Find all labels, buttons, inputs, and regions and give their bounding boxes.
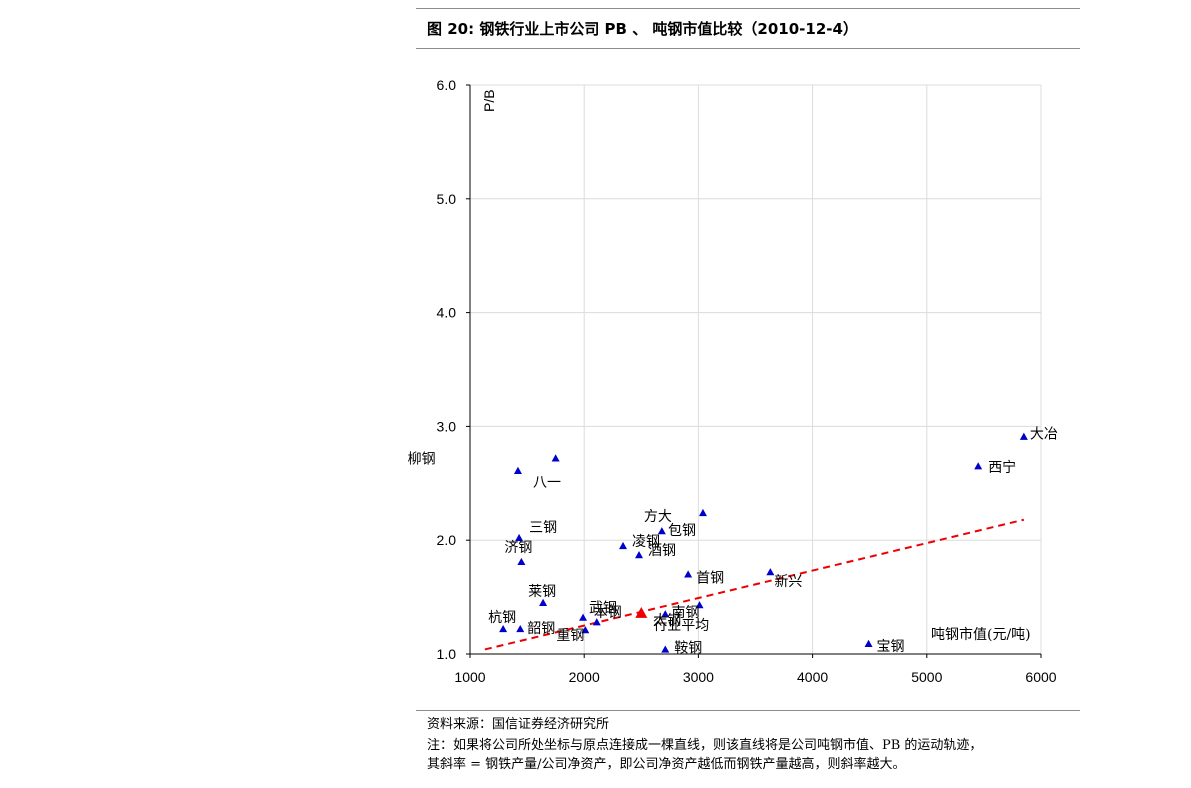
scatter-point	[695, 601, 704, 609]
y-tick-label: 5.0	[437, 191, 457, 207]
grid-lines	[469, 84, 1042, 655]
figure-title: 图 20: 钢铁行业上市公司 PB 、 吨钢市值比较（2010-12-4）	[427, 20, 858, 38]
scatter-point	[499, 624, 508, 633]
source-note: 资料来源：国信证券经济研究所	[427, 717, 610, 732]
point-label: 凌钢	[632, 534, 660, 550]
y-tick-label: 6.0	[437, 77, 457, 93]
y-tick-label: 4.0	[437, 305, 457, 321]
x-tick-label: 5000	[911, 669, 942, 685]
footnote-line-1: 注：如果将公司所处坐标与原点连接成一棵直线，则该直线将是公司吨钢市值、PB 的运…	[427, 738, 983, 753]
point-label: 酒钢	[648, 543, 676, 559]
trendline	[484, 518, 1025, 651]
scatter-point	[1019, 432, 1028, 440]
point-label: 本钢	[594, 605, 622, 621]
point-label: 南钢	[672, 605, 700, 621]
scatter-point	[513, 466, 522, 474]
x-tick-label: 3000	[683, 669, 714, 685]
point-label: 首钢	[696, 570, 724, 586]
scatter-point	[864, 639, 873, 647]
y-tick-label: 3.0	[437, 418, 457, 434]
scatter-point	[579, 613, 588, 621]
point-label: 方大	[644, 509, 672, 525]
point-label: 八一	[533, 475, 561, 491]
x-axis-label: 吨钢市值(元/吨)	[931, 626, 1031, 643]
plot-area	[470, 85, 1041, 654]
scatter-point	[661, 610, 670, 618]
top-rule	[416, 8, 1080, 9]
scatter-point	[539, 598, 548, 606]
point-label: 大冶	[1030, 427, 1058, 443]
scatter-point	[551, 454, 560, 462]
scatter-point	[516, 624, 525, 633]
x-tick-label: 1000	[454, 669, 485, 685]
scatter-point	[517, 557, 526, 566]
x-tick-label: 4000	[797, 669, 828, 685]
axes	[469, 85, 1041, 655]
scatter-point	[974, 462, 983, 470]
scatter-point	[619, 541, 628, 550]
scatter-point	[515, 533, 524, 542]
point-label: 莱钢	[528, 584, 556, 600]
x-tick-label: 6000	[1025, 669, 1056, 685]
scatter-point	[635, 607, 648, 618]
scatter-point	[766, 568, 775, 576]
point-label: 韶钢	[527, 621, 555, 637]
point-label: 三钢	[529, 520, 557, 536]
point-label: 宝钢	[877, 639, 905, 655]
point-label: 济钢	[504, 540, 532, 556]
points-group	[499, 432, 1028, 653]
point-label: 杭钢	[488, 610, 516, 626]
x-tick-label: 2000	[569, 669, 600, 685]
y-axis-label: P/B	[481, 89, 497, 112]
y-tick-label: 1.0	[437, 646, 457, 662]
scatter-point	[698, 508, 707, 517]
scatter-point	[684, 570, 693, 578]
scatter-point	[592, 618, 601, 626]
point-label: 柳钢	[408, 450, 436, 467]
scatter-point	[581, 626, 590, 634]
point-label: 太钢	[653, 613, 681, 629]
footnote-line-2: 其斜率 = 钢铁产量/公司净资产，即公司净资产越低而钢铁产量越高，则斜率越大。	[427, 757, 906, 772]
title-rule	[416, 48, 1080, 49]
y-tick-label: 2.0	[437, 532, 457, 548]
scatter-chart: 1000 2000 3000 4000 5000 6000 1.0 2.0 3.0 4.0 5.0 6…	[408, 77, 1058, 685]
point-label: 包钢	[668, 523, 696, 539]
point-label: 西宁	[988, 459, 1016, 476]
point-label: 武钢	[589, 601, 617, 617]
trendline-group	[484, 518, 1025, 651]
scatter-point	[657, 527, 666, 535]
scatter-point	[635, 550, 644, 559]
point-label: 新兴	[774, 574, 802, 590]
scatter-point	[661, 645, 670, 653]
point-label: 行业平均	[653, 618, 709, 634]
point-label: 重钢	[556, 628, 584, 644]
tick-labels: 1000 2000 3000 4000 5000 6000 1.0 2.0 3.0 4.0 5.0 6…	[437, 77, 1057, 685]
notes-rule	[416, 710, 1080, 711]
point-label: 鞍钢	[674, 640, 702, 656]
